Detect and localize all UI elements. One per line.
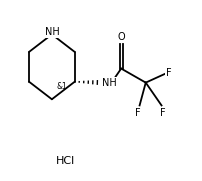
Text: &1: &1 — [56, 82, 67, 91]
Text: F: F — [166, 68, 171, 78]
Text: F: F — [135, 108, 141, 118]
Text: O: O — [117, 32, 125, 42]
Text: F: F — [160, 108, 166, 118]
Text: HCl: HCl — [56, 156, 76, 166]
Text: NH: NH — [102, 78, 117, 88]
Text: NH: NH — [44, 27, 59, 37]
